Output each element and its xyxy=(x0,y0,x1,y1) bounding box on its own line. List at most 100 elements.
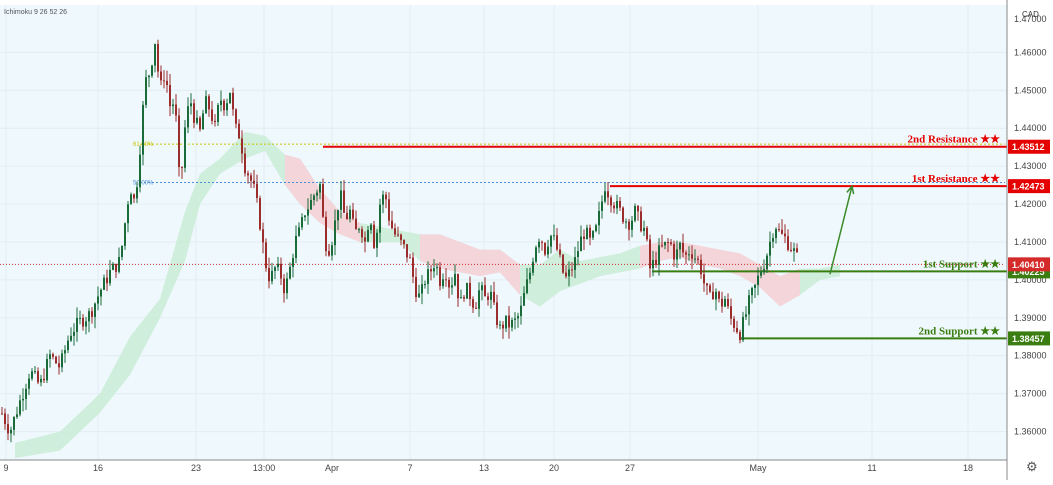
candle-body xyxy=(487,296,489,300)
candle-body xyxy=(223,100,225,111)
candle-body xyxy=(748,295,750,315)
candle xyxy=(640,206,642,233)
candle-body xyxy=(151,65,153,76)
candle xyxy=(433,259,435,278)
candle xyxy=(91,307,93,324)
candle xyxy=(244,147,246,177)
candle xyxy=(763,259,765,275)
x-tick-label: 9 xyxy=(3,463,8,473)
candle-body xyxy=(502,324,504,329)
candle-body xyxy=(724,299,726,307)
candle-body xyxy=(535,247,537,262)
candle xyxy=(7,414,9,441)
candle-body xyxy=(457,273,459,299)
candle-body xyxy=(220,100,222,106)
candle xyxy=(649,234,651,278)
y-tick-label: 1.37000 xyxy=(1014,389,1047,399)
candle-body xyxy=(787,236,789,250)
candle xyxy=(250,172,252,188)
candle xyxy=(25,383,27,410)
candle-body xyxy=(781,229,783,234)
candle xyxy=(391,210,393,230)
candle xyxy=(565,265,567,279)
candle-body xyxy=(346,212,348,220)
candle xyxy=(661,234,663,248)
settings-gear-icon[interactable]: ⚙ xyxy=(1026,459,1038,474)
candle-body xyxy=(796,248,798,253)
candle xyxy=(442,273,444,289)
candle xyxy=(553,224,555,241)
candle xyxy=(571,261,573,277)
candle xyxy=(325,211,327,257)
y-tick-label: 1.40000 xyxy=(1014,275,1047,285)
candle-body xyxy=(484,285,486,297)
indicator-legend[interactable]: Ichimoku 9 26 52 26 xyxy=(4,9,67,16)
candle-body xyxy=(610,197,612,206)
ichimoku-cloud-segment xyxy=(15,431,60,459)
candle-body xyxy=(598,210,600,226)
candle-body xyxy=(343,190,345,213)
candle xyxy=(40,374,42,387)
candle-body xyxy=(163,80,165,82)
candle xyxy=(646,225,648,242)
candle xyxy=(76,307,78,342)
candle-body xyxy=(310,200,312,210)
candle xyxy=(523,286,525,307)
candle-body xyxy=(58,363,60,368)
candle xyxy=(493,281,495,305)
candle xyxy=(262,222,264,254)
candle xyxy=(10,426,12,443)
candle-body xyxy=(208,96,210,110)
candle-body xyxy=(406,244,408,258)
candle-body xyxy=(733,318,735,328)
candle xyxy=(163,70,165,89)
candle xyxy=(286,272,288,300)
candle xyxy=(64,345,66,363)
candle xyxy=(334,209,336,256)
candle-body xyxy=(421,284,423,294)
price-tag-support xyxy=(1008,331,1050,346)
candle xyxy=(499,320,501,330)
ichimoku-cloud-segment xyxy=(200,158,220,205)
candle xyxy=(388,192,390,226)
price-tag-resistance xyxy=(1008,179,1050,194)
candle xyxy=(409,253,411,259)
candle-body xyxy=(388,199,390,221)
candle xyxy=(703,263,705,292)
candle xyxy=(169,74,171,117)
ichimoku-cloud-segment xyxy=(160,211,185,318)
candle-body xyxy=(181,167,183,169)
candle-body xyxy=(469,282,471,300)
ichimoku-cloud-segment xyxy=(540,249,560,307)
candle-body xyxy=(673,243,675,260)
candle xyxy=(367,225,369,243)
candle-body xyxy=(568,269,570,277)
candle xyxy=(316,189,318,202)
candle-body xyxy=(349,209,351,220)
candle-body xyxy=(16,414,18,418)
candle-body xyxy=(280,263,282,279)
candle xyxy=(49,349,51,368)
candle xyxy=(625,218,627,229)
candle-body xyxy=(544,242,546,255)
candle xyxy=(598,201,600,235)
candle-body xyxy=(307,209,309,216)
candle xyxy=(145,69,147,108)
candle xyxy=(466,282,468,299)
candle xyxy=(379,198,381,243)
candle-body xyxy=(685,252,687,255)
candle-body xyxy=(4,413,6,425)
candle xyxy=(601,195,603,219)
candle xyxy=(562,253,564,274)
candle-body xyxy=(715,291,717,300)
candle-body xyxy=(205,96,207,114)
candle-body xyxy=(190,103,192,107)
candle xyxy=(361,226,363,243)
candle xyxy=(469,276,471,307)
candle-body xyxy=(226,103,228,111)
candle xyxy=(130,192,132,205)
candle xyxy=(55,355,57,364)
candle xyxy=(592,229,594,241)
candle-body xyxy=(595,225,597,232)
